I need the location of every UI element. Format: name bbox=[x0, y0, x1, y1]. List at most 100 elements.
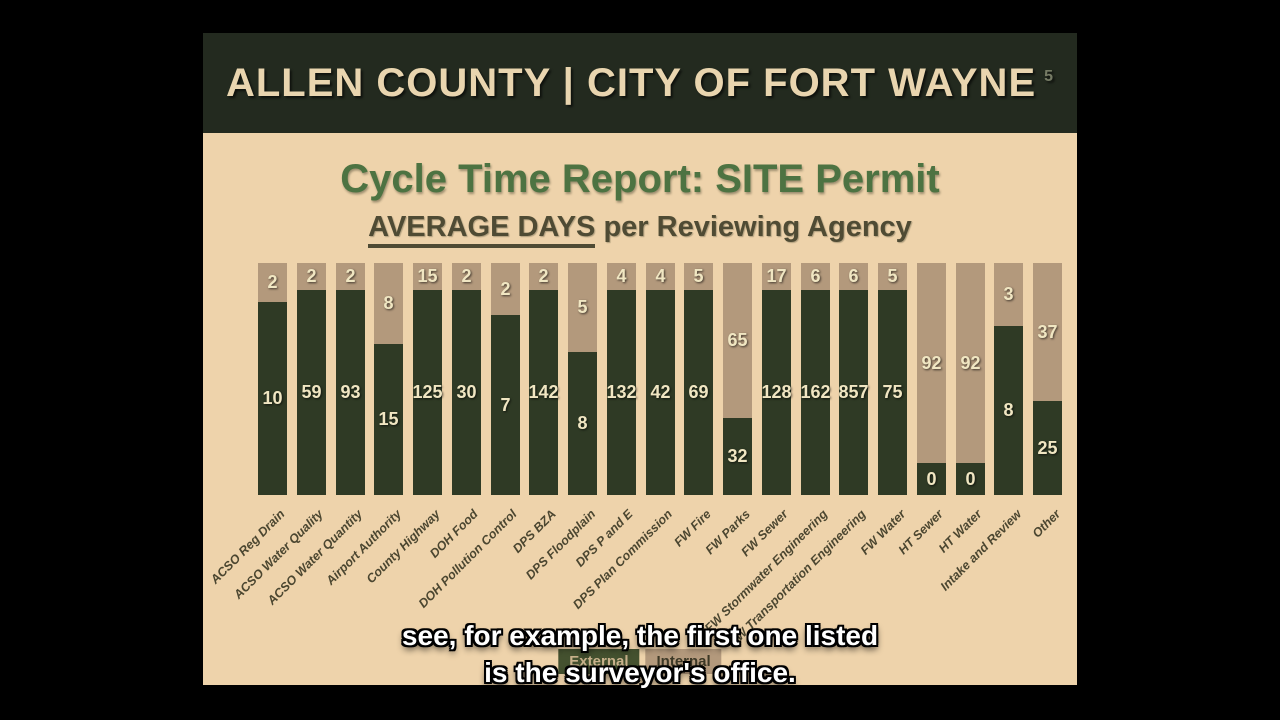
bar-column: 2 59 bbox=[297, 263, 326, 495]
header-title-text: ALLEN COUNTY | CITY OF FORT WAYNE bbox=[225, 60, 1037, 105]
bar-value-label: 7 bbox=[500, 394, 511, 415]
bar-segment-external: 0 bbox=[956, 463, 985, 495]
bar-segment-internal: 3 bbox=[994, 263, 1023, 326]
bar-segment-internal: 2 bbox=[297, 263, 326, 290]
bar-value-label: 5 bbox=[693, 266, 704, 286]
bar-column: 5 75 bbox=[878, 263, 907, 495]
bar-segment-external: 93 bbox=[336, 290, 365, 495]
bar-segment-internal: 2 bbox=[258, 263, 287, 302]
bar-segment-external: 75 bbox=[878, 290, 907, 495]
bar-value-label: 2 bbox=[267, 272, 278, 292]
bar-column: 5 69 bbox=[684, 263, 713, 495]
bar-segment-external: 125 bbox=[412, 290, 443, 495]
bar-value-label: 162 bbox=[800, 382, 831, 402]
bar-segment-external: 69 bbox=[684, 290, 713, 495]
bar-value-label: 25 bbox=[1037, 437, 1058, 458]
bar-value-label: 2 bbox=[306, 266, 317, 286]
bar-value-label: 69 bbox=[688, 382, 709, 402]
bar-value-label: 2 bbox=[500, 278, 511, 299]
bar-segment-external: 128 bbox=[761, 290, 792, 495]
bar-segment-internal: 15 bbox=[413, 263, 442, 290]
legend-chip-external: External bbox=[558, 649, 640, 674]
bar-column: 15 125 bbox=[412, 263, 443, 495]
bar-column: 4 42 bbox=[646, 263, 675, 495]
bar-column: 2 93 bbox=[336, 263, 365, 495]
bar-segment-internal: 8 bbox=[374, 263, 403, 344]
chart-subtitle: AVERAGE DAYS per Reviewing Agency bbox=[203, 211, 1077, 248]
bar-column: 17 128 bbox=[761, 263, 792, 495]
bar-column: 6 162 bbox=[800, 263, 831, 495]
bar-value-label: 15 bbox=[417, 266, 438, 286]
bar-segment-internal: 6 bbox=[839, 263, 868, 290]
bar-value-label: 93 bbox=[340, 382, 361, 402]
chart-subtitle-rest: per Reviewing Agency bbox=[595, 211, 912, 243]
bar-segment-external: 0 bbox=[917, 463, 946, 495]
bar-segment-internal: 2 bbox=[452, 263, 481, 290]
bar-segment-external: 8 bbox=[994, 326, 1023, 495]
x-axis-label: Other bbox=[1029, 507, 1063, 541]
bar-segment-external: 142 bbox=[528, 290, 559, 495]
bar-value-label: 2 bbox=[461, 266, 472, 286]
bar-value-label: 30 bbox=[456, 382, 477, 402]
bar-segment-external: 8 bbox=[568, 352, 597, 495]
bar-value-label: 75 bbox=[882, 382, 903, 402]
slide-number: 5 bbox=[1044, 68, 1055, 86]
bar-segment-external: 25 bbox=[1033, 401, 1062, 495]
bar-value-label: 125 bbox=[412, 382, 443, 402]
chart-subtitle-underlined: AVERAGE DAYS bbox=[368, 211, 596, 248]
chart-title: Cycle Time Report: SITE Permit bbox=[340, 157, 940, 201]
legend-chip-internal: Internal bbox=[645, 649, 722, 674]
header-band: ALLEN COUNTY | CITY OF FORT WAYNE 5 bbox=[203, 33, 1077, 133]
bar-column: 37 25 bbox=[1033, 263, 1062, 495]
bar-value-label: 59 bbox=[301, 382, 322, 402]
bar-segment-external: 7 bbox=[491, 315, 520, 495]
bar-segment-internal: 2 bbox=[529, 263, 558, 290]
bar-column: 65 32 bbox=[723, 263, 752, 495]
bar-column: 2 30 bbox=[452, 263, 481, 495]
bar-value-label: 3 bbox=[1003, 284, 1014, 304]
bar-segment-internal: 4 bbox=[646, 263, 675, 290]
bar-segment-external: 30 bbox=[452, 290, 481, 495]
bar-value-label: 8 bbox=[383, 293, 394, 313]
bar-segment-external: 42 bbox=[646, 290, 675, 495]
bar-segment-internal: 4 bbox=[607, 263, 636, 290]
bar-value-label: 37 bbox=[1037, 321, 1058, 342]
bar-value-label: 5 bbox=[887, 266, 898, 286]
bar-segment-internal: 5 bbox=[568, 263, 597, 352]
bar-value-label: 10 bbox=[262, 388, 283, 408]
chart-legend: External Internal bbox=[558, 649, 722, 674]
bar-value-label: 128 bbox=[761, 382, 792, 402]
bar-segment-internal: 92 bbox=[956, 263, 985, 463]
bar-value-label: 8 bbox=[577, 413, 588, 433]
bar-segment-external: 32 bbox=[723, 418, 752, 495]
bar-segment-internal: 17 bbox=[762, 263, 791, 290]
bar-column: 8 15 bbox=[374, 263, 403, 495]
bar-column: 6 857 bbox=[838, 263, 869, 495]
caption-overlay: see, for example, the first one listed i… bbox=[0, 617, 1280, 691]
bar-value-label: 2 bbox=[345, 266, 356, 286]
bar-value-label: 32 bbox=[727, 446, 748, 466]
bar-column: 92 0 bbox=[956, 263, 985, 495]
bar-column: 2 10 bbox=[258, 263, 287, 495]
bar-value-label: 2 bbox=[538, 266, 549, 286]
bar-segment-internal: 5 bbox=[878, 263, 907, 290]
bar-value-label: 15 bbox=[378, 409, 399, 429]
bar-value-label: 5 bbox=[577, 297, 588, 317]
bar-value-label: 857 bbox=[838, 382, 869, 402]
bar-segment-external: 857 bbox=[838, 290, 869, 495]
bar-value-label: 92 bbox=[960, 352, 981, 373]
bar-value-label: 17 bbox=[766, 266, 787, 286]
bar-column: 4 132 bbox=[606, 263, 637, 495]
bar-value-label: 6 bbox=[810, 266, 821, 286]
bar-segment-internal: 65 bbox=[723, 263, 752, 418]
bar-value-label: 4 bbox=[616, 266, 627, 286]
bar-column: 92 0 bbox=[917, 263, 946, 495]
bar-segment-internal: 2 bbox=[336, 263, 365, 290]
presentation-slide: ALLEN COUNTY | CITY OF FORT WAYNE 5 Cycle… bbox=[203, 33, 1077, 685]
caption-line-2: is the surveyor's office. bbox=[484, 657, 796, 688]
bar-segment-external: 10 bbox=[258, 302, 287, 495]
bar-value-label: 65 bbox=[727, 330, 748, 350]
caption-line-1: see, for example, the first one listed bbox=[401, 620, 879, 651]
bar-segment-internal: 2 bbox=[491, 263, 520, 315]
